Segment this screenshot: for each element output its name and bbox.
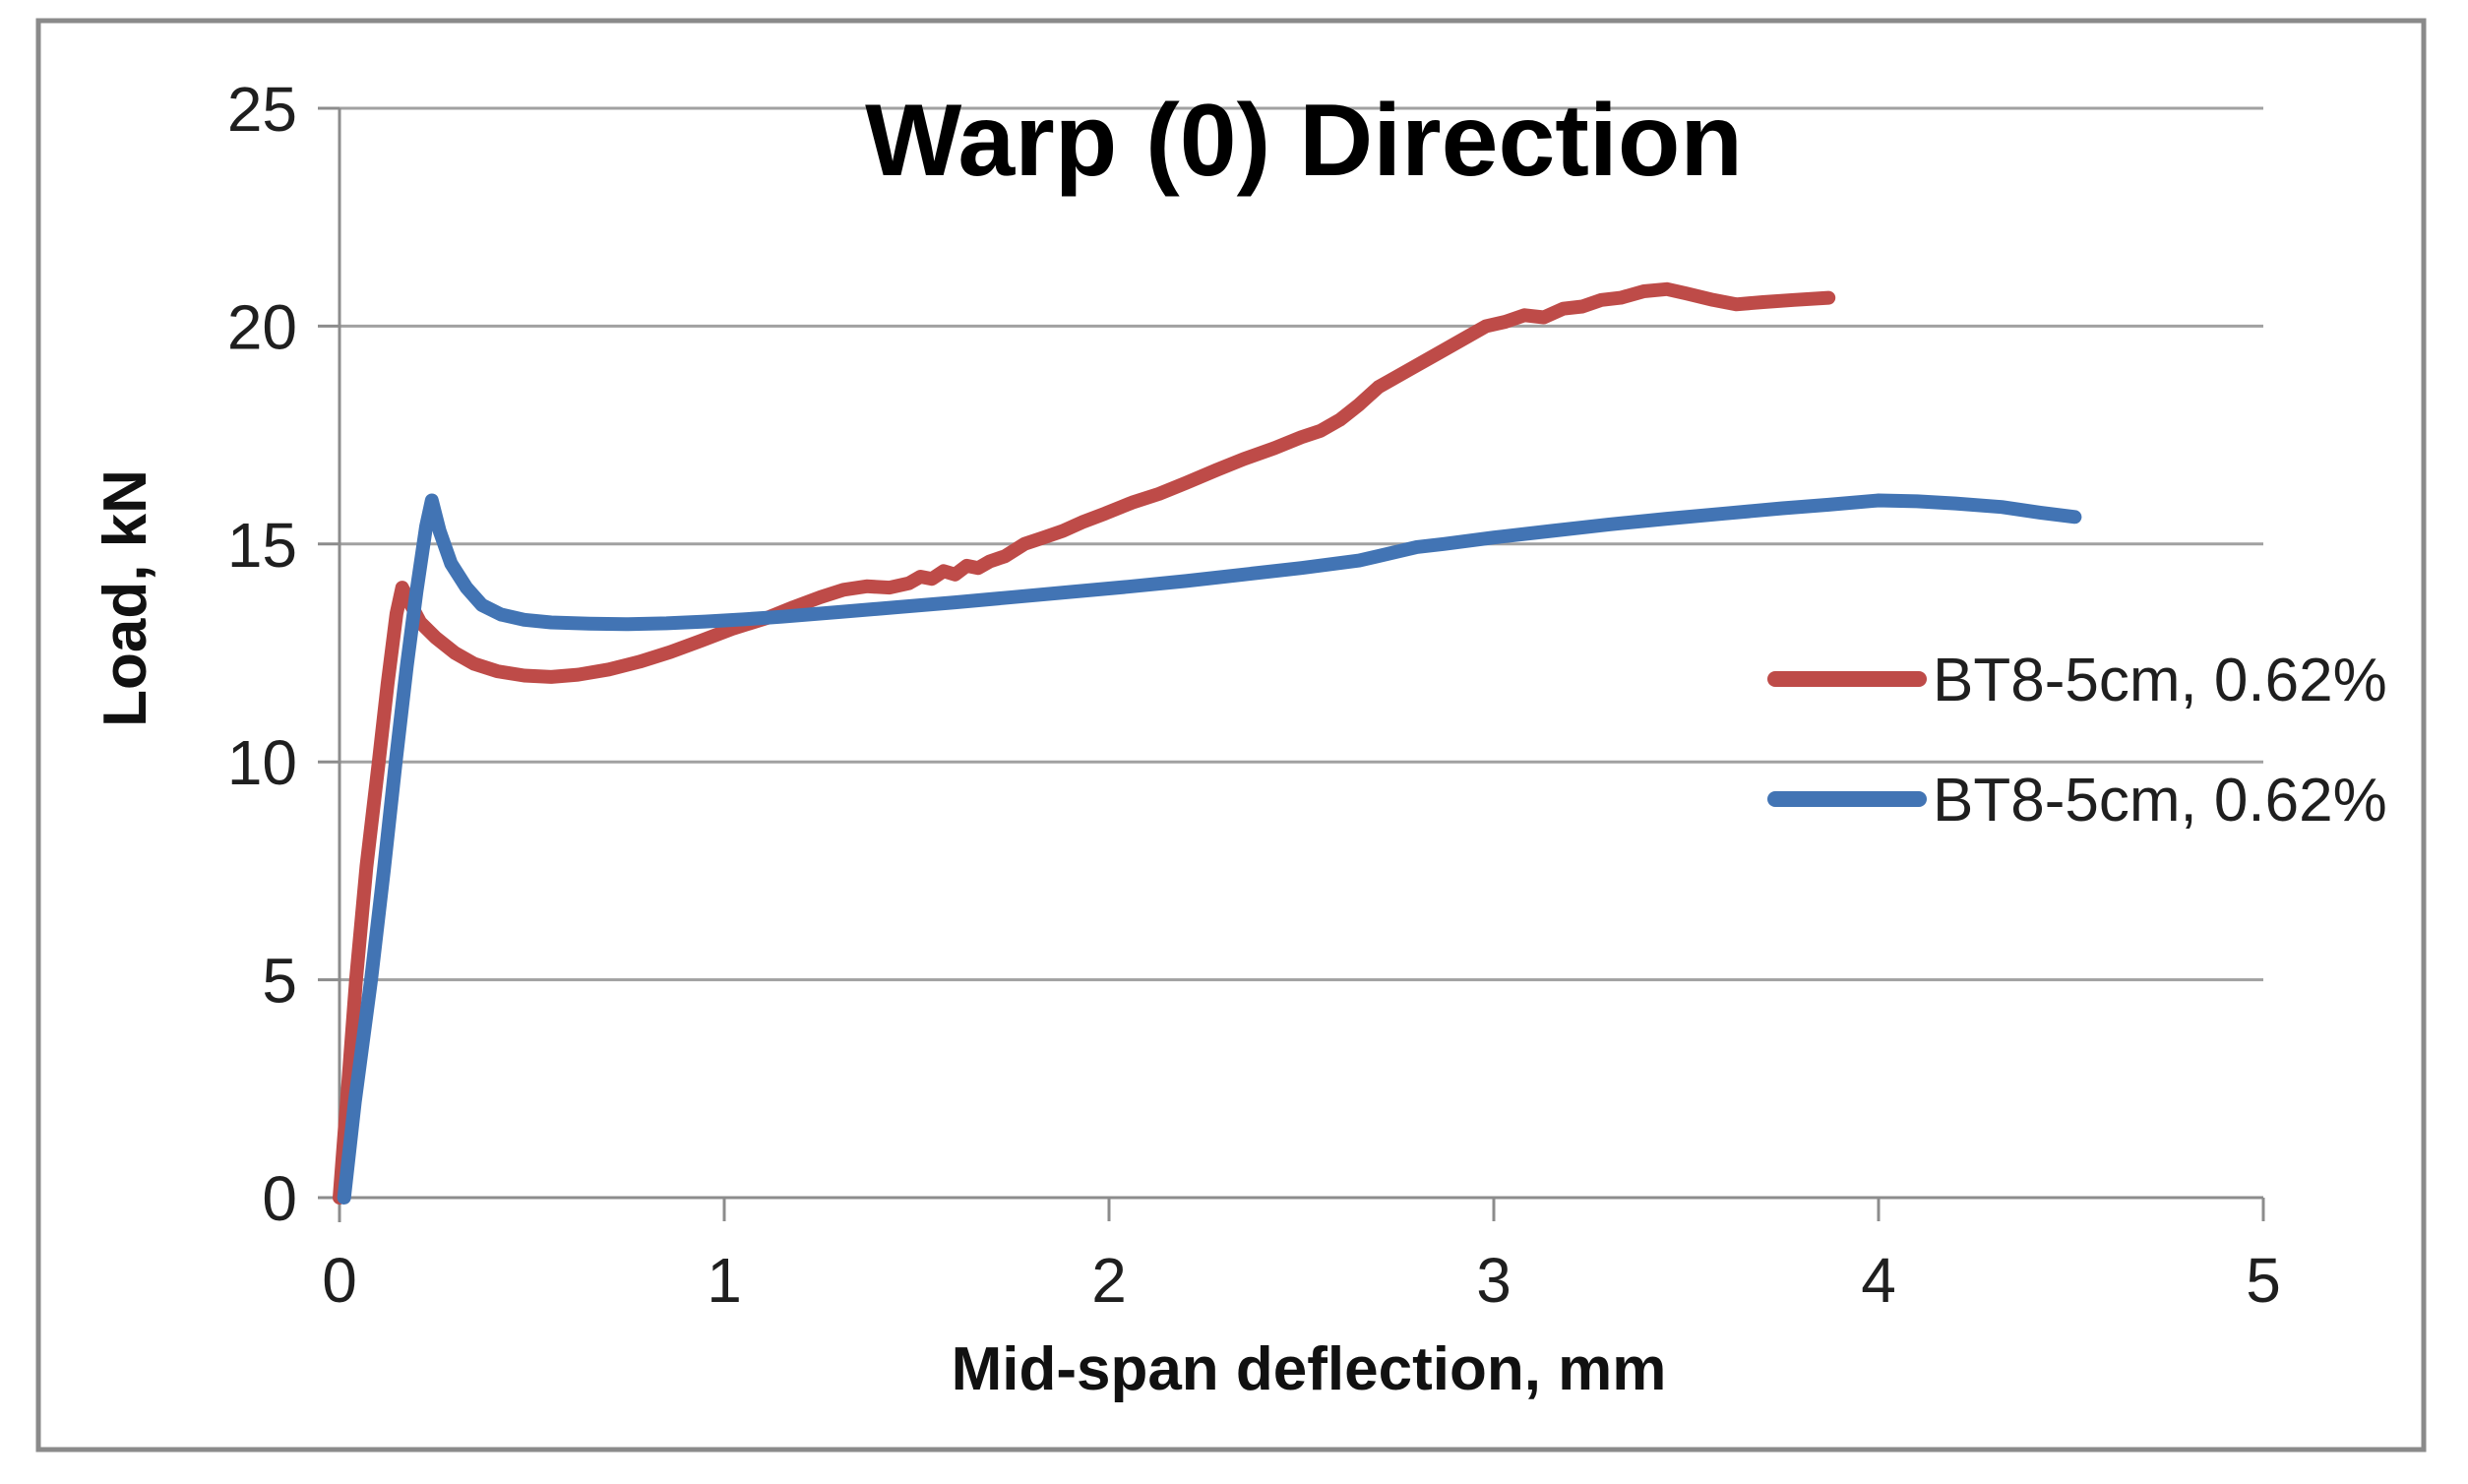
y-tick-label-5: 5 [262, 946, 297, 1017]
x-axis-title: Mid-span deflection, mm [952, 1335, 1667, 1403]
legend-marker-lines [1767, 671, 1927, 807]
y-tick-label-20: 20 [227, 291, 297, 362]
series-line-blue [337, 493, 2082, 1205]
legend-label-red-series: BT8-5cm, 0.62% [1933, 647, 2387, 714]
y-axis-title: Load, kN [92, 469, 159, 727]
x-tick-label-3: 3 [1476, 1245, 1512, 1316]
chart-frame-border [35, 18, 2427, 1453]
x-tick-label-1: 1 [707, 1245, 742, 1316]
gridlines [339, 106, 2263, 982]
series-line-red [333, 281, 1836, 1205]
y-tick-label-10: 10 [227, 727, 297, 798]
x-tick-label-5: 5 [2246, 1245, 2281, 1316]
y-tick-label-15: 15 [227, 510, 297, 581]
axes [338, 108, 2263, 1222]
x-tick-label-0: 0 [322, 1245, 357, 1316]
legend: BT8-5cm, 0.62% BT8-5cm, 0.62% [1933, 647, 2387, 835]
tick-labels: 0 5 10 15 20 25 0 1 2 3 4 5 [227, 74, 2281, 1316]
data-series [333, 281, 2082, 1205]
y-tick-label-25: 25 [227, 74, 297, 145]
y-tick-label-0: 0 [262, 1163, 297, 1234]
legend-label-blue-series: BT8-5cm, 0.62% [1933, 767, 2387, 835]
tick-marks [318, 106, 2265, 1221]
x-tick-label-2: 2 [1091, 1245, 1127, 1316]
chart-title: Warp (0) Direction [865, 84, 1743, 198]
x-tick-label-4: 4 [1861, 1245, 1896, 1316]
